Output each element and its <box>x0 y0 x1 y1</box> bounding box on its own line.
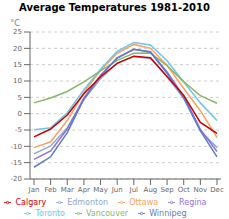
svg-text:Sep: Sep <box>160 186 174 194</box>
html-text:Edmonton: Edmonton <box>67 198 109 207</box>
svg-text:5: 5 <box>18 94 22 102</box>
svg-text:Jul: Jul <box>129 186 139 194</box>
html-text:Toronto: Toronto <box>35 209 65 218</box>
html-text:Vancouver: Vancouver <box>86 209 129 218</box>
svg-text:Nov: Nov <box>194 186 208 194</box>
svg-text:-20: -20 <box>11 175 22 183</box>
html-text:Winnipeg: Winnipeg <box>149 209 187 218</box>
svg-text:20: 20 <box>13 45 22 53</box>
svg-text:Apr: Apr <box>78 186 90 194</box>
html-text:Calgary: Calgary <box>15 198 47 207</box>
svg-text:Dec: Dec <box>210 186 221 194</box>
svg-text:May: May <box>93 186 107 194</box>
svg-text:-5: -5 <box>15 126 22 134</box>
svg-text:0: 0 <box>18 110 22 118</box>
svg-text:Mar: Mar <box>61 186 74 194</box>
html-text:Ottawa: Ottawa <box>129 198 159 207</box>
svg-text:-10: -10 <box>11 143 22 151</box>
svg-text:Oct: Oct <box>178 186 190 194</box>
svg-text:15: 15 <box>13 61 22 69</box>
svg-text:25: 25 <box>13 28 22 36</box>
svg-text:Jan: Jan <box>28 186 40 194</box>
svg-text:Jun: Jun <box>111 186 123 194</box>
svg-text:Aug: Aug <box>144 186 158 194</box>
svg-text:°C: °C <box>10 19 20 28</box>
svg-text:Feb: Feb <box>44 186 57 194</box>
html-text:Regina: Regina <box>179 198 207 207</box>
svg-text:10: 10 <box>13 77 22 85</box>
html-text:Average Temperatures 1981-2010: Average Temperatures 1981-2010 <box>19 2 210 13</box>
svg-text:-15: -15 <box>11 159 22 167</box>
